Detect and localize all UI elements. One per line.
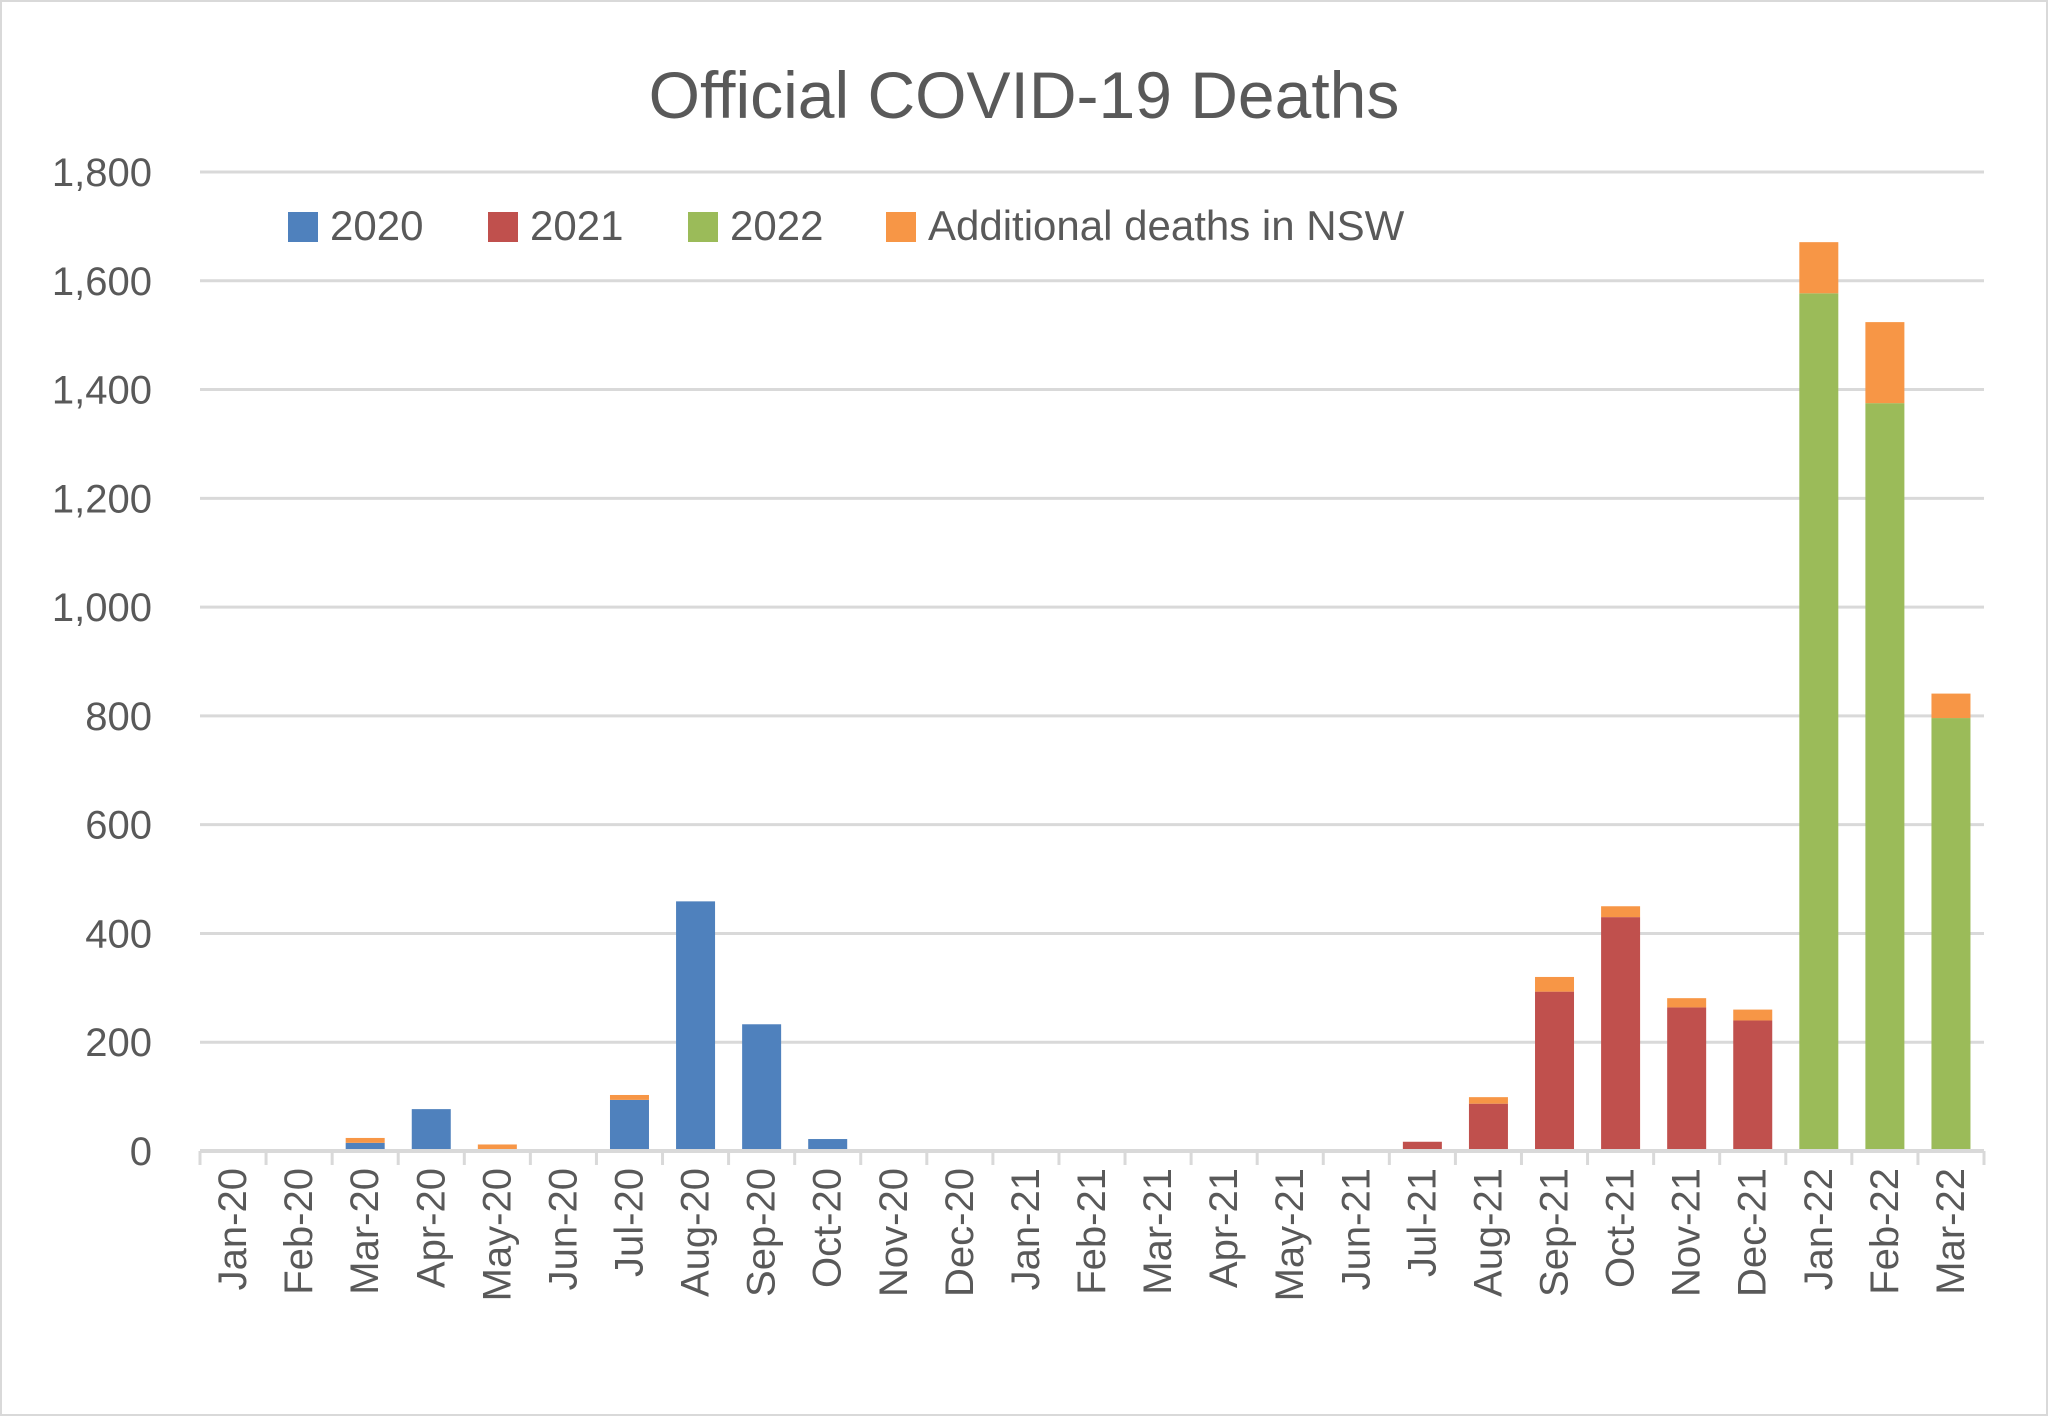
y-tick-label: 0	[130, 1130, 152, 1174]
x-tick-label: Nov-20	[872, 1168, 916, 1297]
x-tick-label: May-20	[475, 1168, 519, 1301]
bar-2020	[676, 901, 716, 1151]
x-tick-label: Jul-20	[607, 1168, 651, 1277]
x-tick-label: Apr-21	[1202, 1168, 1246, 1288]
y-tick-label: 200	[85, 1021, 152, 1065]
bar-2021	[1402, 1141, 1442, 1151]
x-tick-label: Jan-20	[211, 1168, 255, 1290]
y-tick-label: 1,800	[52, 151, 152, 195]
bar-2020	[411, 1109, 451, 1151]
bar-2021	[1535, 991, 1575, 1151]
x-tick-label: Sep-20	[740, 1168, 784, 1297]
y-tick-label: 600	[85, 804, 152, 848]
x-tick-label: Feb-22	[1863, 1168, 1907, 1295]
x-tick-label: Feb-20	[277, 1168, 321, 1295]
x-tick-label: Jan-22	[1797, 1168, 1841, 1290]
bar-additional-deaths-in-nsw	[1865, 322, 1905, 404]
bar-2021	[1468, 1103, 1508, 1151]
x-tick-label: Aug-20	[674, 1168, 718, 1297]
gridlines	[200, 170, 1984, 1044]
bar-additional-deaths-in-nsw	[1667, 998, 1707, 1008]
x-tick-label: Oct-21	[1599, 1168, 1643, 1288]
x-axis	[198, 1149, 1986, 1165]
y-tick-label: 1,200	[52, 477, 152, 521]
legend: 2020 2021 2022 Additional deaths in NSW	[288, 202, 1405, 249]
bar-additional-deaths-in-nsw	[1601, 906, 1641, 918]
legend-swatch	[886, 212, 916, 242]
x-tick-label: Dec-20	[938, 1168, 982, 1297]
x-tick-label: Jul-21	[1400, 1168, 1444, 1277]
legend-label: 2021	[530, 202, 623, 249]
bar-2021	[1733, 1020, 1773, 1151]
y-axis-ticks: 0 200 400 600 800 1,000 1,200 1,400 1,600 1,800	[52, 151, 152, 1174]
bar-2021	[1667, 1007, 1707, 1151]
bar-additional-deaths-in-nsw	[609, 1094, 649, 1100]
bar-additional-deaths-in-nsw	[1733, 1009, 1773, 1021]
x-axis-ticks: Jan-20 Feb-20 Mar-20 Apr-20 May-20 Jun-20 Jul-…	[211, 1168, 1973, 1301]
legend-label: Additional deaths in NSW	[928, 202, 1405, 249]
bar-2020	[742, 1024, 782, 1151]
legend-swatch	[688, 212, 718, 242]
bars	[279, 242, 1971, 1152]
bar-2020	[609, 1099, 649, 1151]
x-tick-label: Aug-21	[1466, 1168, 1510, 1297]
bar-additional-deaths-in-nsw	[345, 1137, 385, 1143]
x-tick-label: Nov-21	[1665, 1168, 1709, 1297]
legend-swatch	[488, 212, 518, 242]
x-tick-label: Oct-20	[806, 1168, 850, 1288]
y-tick-label: 1,000	[52, 586, 152, 630]
x-tick-label: Mar-22	[1929, 1168, 1973, 1295]
x-tick-label: Sep-21	[1533, 1168, 1577, 1297]
bar-2022	[1799, 293, 1839, 1151]
x-tick-label: Feb-21	[1070, 1168, 1114, 1295]
y-tick-label: 1,600	[52, 260, 152, 304]
bar-2022	[1931, 718, 1971, 1151]
chart-title: Official COVID-19 Deaths	[649, 58, 1400, 132]
bar-additional-deaths-in-nsw	[1931, 693, 1971, 719]
x-tick-label: Jan-21	[1004, 1168, 1048, 1290]
y-tick-label: 1,400	[52, 369, 152, 413]
x-tick-label: Mar-21	[1136, 1168, 1180, 1295]
bar-additional-deaths-in-nsw	[1535, 976, 1575, 992]
legend-label: 2022	[730, 202, 823, 249]
legend-label: 2020	[330, 202, 423, 249]
x-tick-label: May-21	[1268, 1168, 1312, 1301]
y-tick-label: 400	[85, 912, 152, 956]
bar-additional-deaths-in-nsw	[477, 1144, 517, 1150]
x-tick-label: Dec-21	[1731, 1168, 1775, 1297]
bar-2022	[1865, 403, 1905, 1151]
bar-additional-deaths-in-nsw	[1468, 1097, 1508, 1104]
x-tick-label: Jun-20	[541, 1168, 585, 1290]
bar-additional-deaths-in-nsw	[1799, 242, 1839, 294]
bar-2021	[1601, 917, 1641, 1151]
x-tick-label: Jun-21	[1334, 1168, 1378, 1290]
y-tick-label: 800	[85, 695, 152, 739]
bar-2020	[345, 1142, 385, 1151]
legend-swatch	[288, 212, 318, 242]
bar-2020	[808, 1139, 848, 1151]
x-tick-label: Mar-20	[343, 1168, 387, 1295]
x-tick-label: Apr-20	[409, 1168, 453, 1288]
